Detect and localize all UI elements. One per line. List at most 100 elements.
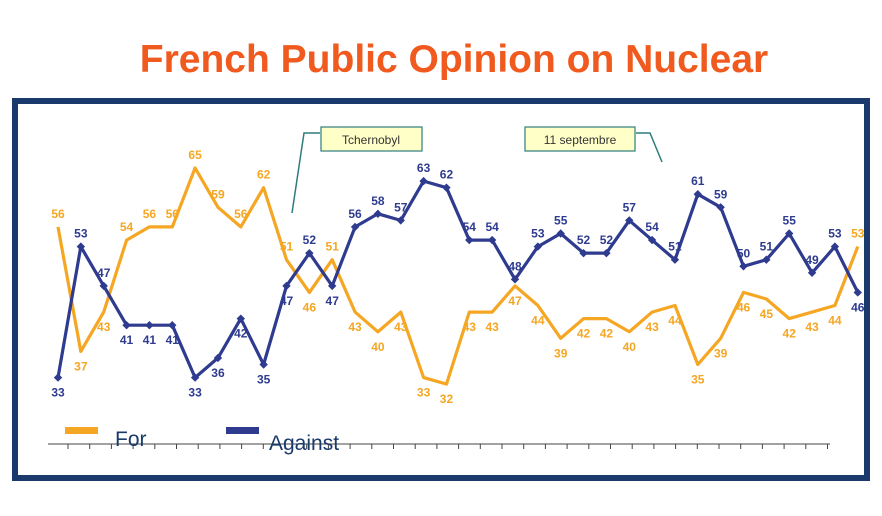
against-point xyxy=(785,229,794,238)
series-lines xyxy=(53,166,862,386)
against-data-label: 36 xyxy=(211,366,225,380)
for-data-label: 33 xyxy=(417,386,431,400)
x-axis xyxy=(48,443,830,449)
against-data-label: 50 xyxy=(737,246,751,260)
against-data-label: 42 xyxy=(234,327,248,341)
against-point xyxy=(693,190,702,199)
for-data-label: 43 xyxy=(485,320,499,334)
against-data-label: 54 xyxy=(485,220,499,234)
against-data-label: 54 xyxy=(463,220,477,234)
for-data-label: 51 xyxy=(280,240,294,254)
against-point xyxy=(419,176,428,186)
for-data-label: 43 xyxy=(805,320,819,334)
against-data-label: 55 xyxy=(783,214,797,228)
for-data-label: 42 xyxy=(577,327,591,341)
against-point xyxy=(373,209,383,219)
against-data-label: 63 xyxy=(417,161,431,175)
against-point xyxy=(53,373,63,382)
against-data-label: 61 xyxy=(691,174,705,188)
against-point xyxy=(533,242,543,251)
against-data-label: 51 xyxy=(760,240,774,254)
against-data-label: 47 xyxy=(326,294,340,308)
series-line-for xyxy=(56,166,860,386)
against-data-label: 51 xyxy=(668,240,682,254)
against-point xyxy=(328,281,337,291)
against-point xyxy=(305,248,314,258)
for-data-label: 51 xyxy=(326,240,340,254)
against-data-label: 41 xyxy=(166,333,180,347)
legend-label-against: Against xyxy=(269,432,339,455)
for-data-label: 47 xyxy=(508,294,522,308)
for-data-label: 65 xyxy=(188,148,202,162)
against-point xyxy=(670,255,680,264)
against-data-label: 53 xyxy=(828,227,842,241)
for-data-label: 53 xyxy=(851,227,865,241)
legend-swatch-against xyxy=(226,427,259,434)
against-data-label: 53 xyxy=(531,227,545,241)
against-data-label: 52 xyxy=(303,233,317,247)
annotation-tchernobyl-leader xyxy=(291,132,320,214)
for-data-label: 42 xyxy=(600,327,614,341)
for-data-label: 37 xyxy=(74,359,88,373)
against-data-label: 47 xyxy=(280,294,294,308)
annotation-tchernobyl-label: Tchernobyl xyxy=(342,133,400,147)
against-point xyxy=(442,183,451,192)
for-data-label: 62 xyxy=(257,168,271,182)
for-data-label: 40 xyxy=(623,340,637,354)
against-data-label: 35 xyxy=(257,373,271,387)
for-data-label: 56 xyxy=(234,207,248,221)
against-data-label: 62 xyxy=(440,168,454,182)
against-data-label: 47 xyxy=(97,266,111,280)
against-data-label: 53 xyxy=(74,227,88,241)
against-point xyxy=(465,235,474,245)
against-point xyxy=(282,281,291,291)
against-point xyxy=(99,281,108,291)
for-data-label: 43 xyxy=(645,320,659,334)
against-point xyxy=(259,360,268,369)
against-point xyxy=(76,242,86,251)
annotation-11-septembre-label: 11 septembre xyxy=(544,133,617,147)
against-point xyxy=(510,275,520,284)
against-point xyxy=(579,248,588,258)
annotation-11-septembre-box xyxy=(524,126,636,152)
against-data-label: 55 xyxy=(554,214,568,228)
for-data-label: 44 xyxy=(531,314,545,328)
legend: For Against xyxy=(65,427,339,455)
for-data-label: 44 xyxy=(828,314,842,328)
against-data-label: 33 xyxy=(188,386,202,400)
against-data-label: 57 xyxy=(623,200,637,214)
for-data-label: 56 xyxy=(166,207,180,221)
against-point xyxy=(168,321,177,330)
against-point xyxy=(602,248,611,258)
against-point xyxy=(807,268,817,277)
for-data-label: 46 xyxy=(737,300,751,314)
for-data-label: 42 xyxy=(783,327,797,341)
against-data-label: 57 xyxy=(394,200,408,214)
against-data-label: 54 xyxy=(645,220,659,234)
against-data-label: 48 xyxy=(508,259,522,273)
against-data-label: 58 xyxy=(371,194,385,208)
against-point xyxy=(830,242,840,251)
against-point xyxy=(396,216,405,225)
for-data-label: 39 xyxy=(554,346,568,360)
against-point xyxy=(853,288,862,297)
against-data-label: 56 xyxy=(348,207,362,221)
against-point xyxy=(556,229,565,238)
legend-swatch-for xyxy=(65,427,98,434)
against-point xyxy=(145,321,154,330)
for-data-label: 46 xyxy=(303,300,317,314)
against-point xyxy=(647,235,657,245)
for-data-label: 59 xyxy=(211,187,225,201)
against-data-label: 52 xyxy=(577,233,591,247)
against-point xyxy=(625,216,634,225)
against-data-label: 49 xyxy=(805,253,819,267)
against-data-label: 33 xyxy=(51,386,65,400)
annotation-tchernobyl: Tchernobyl xyxy=(291,126,423,214)
against-point xyxy=(213,353,223,363)
for-data-label: 43 xyxy=(394,320,408,334)
against-data-label: 41 xyxy=(120,333,134,347)
for-data-label: 56 xyxy=(143,207,157,221)
annotation-11-septembre-leader xyxy=(636,132,663,163)
against-point xyxy=(739,262,748,271)
